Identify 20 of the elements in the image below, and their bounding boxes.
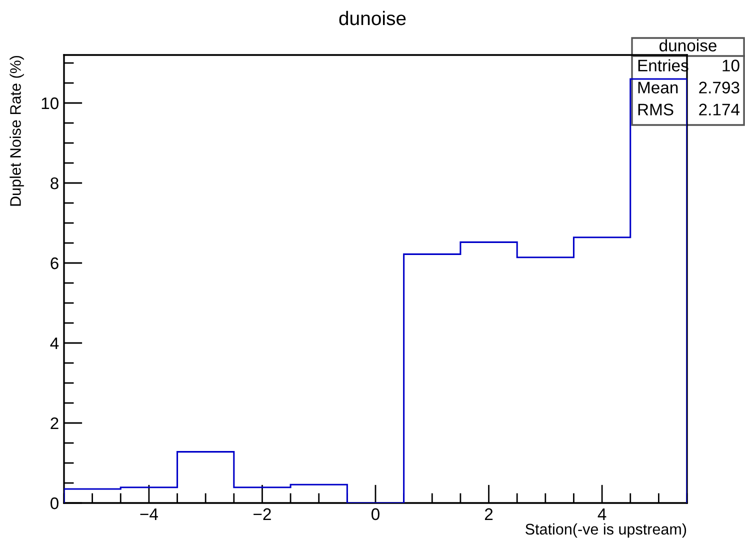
- y-tick-label: 4: [50, 338, 59, 350]
- x-tick-label: 0: [372, 508, 380, 520]
- annotation: RMS: [638, 104, 674, 116]
- x-tick-label: −4: [140, 508, 158, 520]
- y-tick-label: 10: [42, 97, 58, 110]
- y-tick-label: 0: [50, 497, 58, 510]
- annotation: Mean: [638, 82, 678, 94]
- chart-title: dunoise: [339, 10, 406, 26]
- x-tick-label: 2: [484, 508, 493, 520]
- x-tick-label: −2: [254, 508, 271, 520]
- text: 2.793: [699, 82, 740, 94]
- y-tick-label: 2: [50, 417, 58, 430]
- text: dunoise: [660, 39, 716, 52]
- text: 2.174: [699, 104, 740, 116]
- text: 10: [722, 60, 740, 72]
- x-tick-label: 4: [598, 508, 606, 520]
- x-axis-title: Station(-ve is upstream): [526, 523, 686, 538]
- y-tick-label: 6: [50, 257, 58, 270]
- y-axis-title: Duplet Noise Rate (%): [10, 56, 24, 206]
- y-tick-label: 8: [50, 177, 58, 190]
